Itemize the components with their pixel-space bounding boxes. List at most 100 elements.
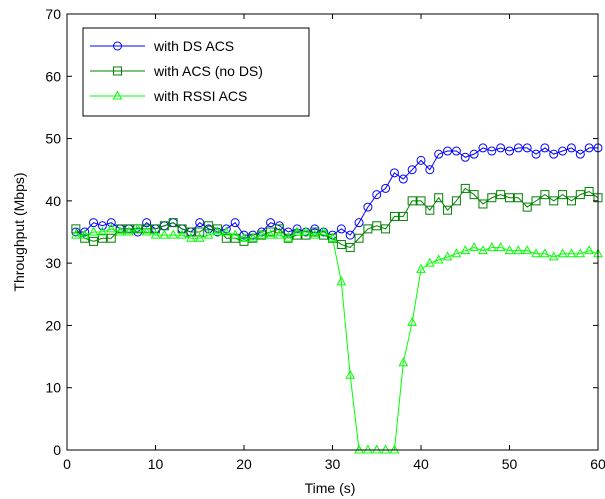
data-point-with-rssi-acs [265, 229, 276, 239]
x-tick-label: 30 [325, 456, 341, 472]
data-point-with-rssi-acs [124, 226, 134, 236]
data-point-with-rssi-acs [548, 251, 559, 261]
data-point-with-ds-acs [230, 218, 240, 228]
data-point-with-ds-acs [354, 218, 364, 228]
data-point-with-rssi-acs [309, 229, 320, 239]
data-point-with-ds-acs [469, 149, 479, 159]
x-tick-label: 10 [148, 456, 164, 472]
data-point-with-acs-no-ds [478, 199, 488, 209]
data-point-with-acs-no-ds [505, 193, 514, 203]
data-point-with-rssi-acs [141, 226, 152, 236]
legend-label-with-acs-no-ds: with ACS (no DS) [153, 63, 263, 79]
data-point-with-acs-no-ds [195, 227, 205, 237]
data-point-with-acs-no-ds [274, 224, 284, 234]
data-point-with-acs-no-ds [363, 224, 373, 234]
legend-marker-with-rssi-acs [112, 90, 123, 100]
data-point-with-acs-no-ds [487, 193, 497, 203]
data-point-with-rssi-acs [433, 254, 444, 264]
data-point-with-ds-acs [540, 143, 550, 153]
data-point-with-ds-acs [505, 146, 514, 156]
data-point-with-ds-acs [558, 146, 568, 156]
data-point-with-acs-no-ds [513, 193, 523, 203]
y-tick-label: 0 [53, 442, 61, 458]
data-point-with-ds-acs [460, 152, 470, 162]
data-point-with-rssi-acs [177, 229, 187, 239]
legend-label-with-ds-acs: with DS ACS [153, 38, 234, 54]
data-point-with-rssi-acs [575, 248, 586, 258]
data-point-with-rssi-acs [478, 245, 488, 255]
data-point-with-ds-acs [389, 168, 399, 178]
data-point-with-acs-no-ds [425, 205, 435, 215]
data-point-with-ds-acs [513, 143, 523, 153]
data-point-with-acs-no-ds [398, 211, 408, 221]
data-point-with-ds-acs [80, 227, 90, 237]
data-point-with-rssi-acs [540, 248, 550, 258]
data-point-with-acs-no-ds [212, 224, 222, 234]
series-line-with-rssi-acs [75, 228, 599, 451]
data-point-with-ds-acs [566, 143, 576, 153]
data-point-with-acs-no-ds [151, 224, 160, 234]
data-point-with-acs-no-ds [381, 224, 391, 234]
data-point-with-acs-no-ds [549, 196, 559, 206]
data-point-with-rssi-acs [248, 232, 258, 242]
data-point-with-rssi-acs [115, 226, 125, 236]
legend: with DS ACS with ACS (no DS) with RSSI ACS [82, 27, 310, 117]
data-point-with-rssi-acs [416, 263, 426, 273]
data-point-with-rssi-acs [212, 226, 223, 236]
data-point-with-ds-acs [283, 227, 293, 237]
x-axis-label: Time (s) [305, 480, 356, 496]
data-point-with-ds-acs [496, 143, 506, 153]
data-point-with-acs-no-ds [416, 196, 426, 206]
data-point-with-rssi-acs [469, 242, 479, 252]
data-point-with-ds-acs [239, 230, 249, 240]
data-point-with-acs-no-ds [540, 190, 550, 200]
data-point-with-ds-acs [584, 143, 594, 153]
data-point-with-rssi-acs [221, 226, 232, 236]
data-point-with-rssi-acs [301, 226, 311, 236]
data-point-with-rssi-acs [239, 232, 249, 242]
data-point-with-rssi-acs [327, 232, 338, 242]
data-point-with-rssi-acs [97, 226, 108, 236]
series-layer [71, 143, 603, 454]
data-point-with-rssi-acs [584, 245, 594, 255]
data-point-with-rssi-acs [345, 369, 356, 379]
data-point-with-acs-no-ds [407, 196, 417, 206]
data-point-with-rssi-acs [486, 242, 497, 252]
data-point-with-acs-no-ds [531, 196, 541, 206]
data-point-with-acs-no-ds [451, 196, 461, 206]
data-point-with-acs-no-ds [266, 227, 276, 237]
data-point-with-acs-no-ds [115, 224, 125, 234]
data-point-with-ds-acs [451, 146, 461, 156]
y-tick-label: 70 [45, 6, 61, 22]
y-tick-label: 40 [45, 193, 61, 209]
data-point-with-acs-no-ds [496, 190, 506, 200]
legend-box [82, 27, 310, 117]
legend-marker-with-ds-acs [113, 41, 122, 51]
series-with-acs-no-ds [71, 183, 603, 253]
data-point-with-acs-no-ds [177, 224, 187, 234]
data-point-with-ds-acs [443, 146, 453, 156]
data-point-with-acs-no-ds [575, 190, 585, 200]
data-point-with-acs-no-ds [522, 202, 532, 212]
data-point-with-acs-no-ds [221, 233, 231, 243]
data-point-with-rssi-acs [159, 229, 170, 239]
data-point-with-rssi-acs [186, 232, 196, 242]
x-tick-label: 20 [236, 456, 252, 472]
data-point-with-acs-no-ds [354, 233, 364, 243]
data-point-with-acs-no-ds [443, 205, 453, 215]
data-point-with-rssi-acs [71, 229, 81, 239]
data-point-with-rssi-acs [292, 226, 302, 236]
data-point-with-rssi-acs [557, 248, 568, 258]
data-point-with-ds-acs [425, 165, 435, 175]
data-point-with-rssi-acs [194, 232, 205, 242]
data-point-with-rssi-acs [442, 251, 453, 261]
data-point-with-rssi-acs [407, 316, 417, 326]
data-point-with-rssi-acs [566, 248, 577, 258]
legend-marker-with-acs-no-ds [113, 66, 122, 76]
data-point-with-rssi-acs [522, 245, 533, 255]
data-point-with-rssi-acs [336, 276, 347, 286]
data-point-with-rssi-acs [88, 226, 99, 236]
data-point-with-ds-acs [363, 202, 373, 212]
data-point-with-acs-no-ds [460, 183, 470, 193]
